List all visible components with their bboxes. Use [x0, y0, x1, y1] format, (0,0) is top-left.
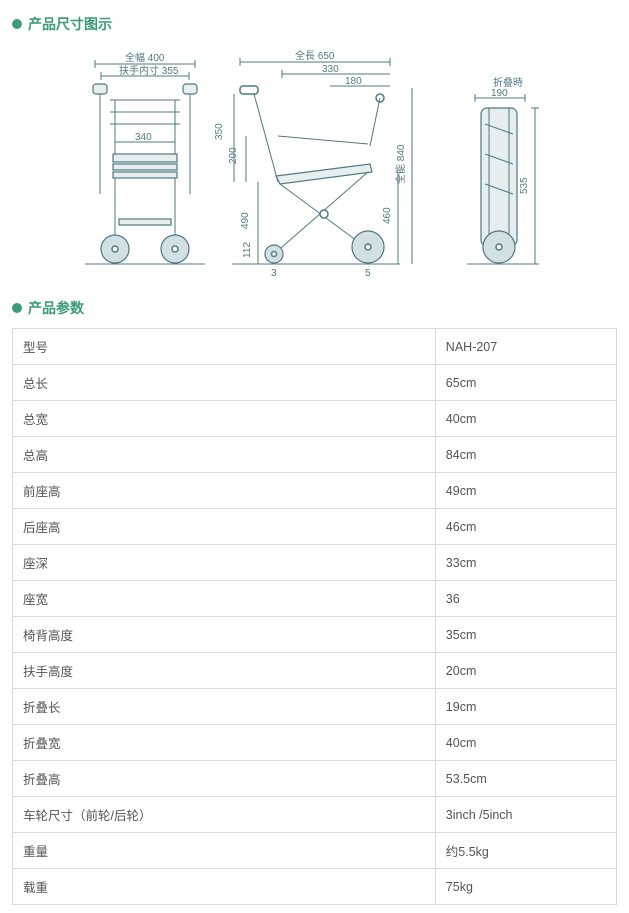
dim-full-length: 全長 650: [295, 49, 335, 62]
dim-460: 460: [382, 207, 393, 224]
spec-key: 总宽: [13, 401, 436, 437]
spec-value: 35cm: [435, 617, 616, 653]
dim-seat-width: 340: [135, 132, 152, 143]
dim-490: 490: [240, 212, 251, 229]
dim-180: 180: [345, 76, 362, 87]
spec-value: 46cm: [435, 509, 616, 545]
diagram-title: 产品尺寸图示: [28, 14, 112, 34]
table-row: 折叠长19cm: [13, 689, 617, 725]
dim-350: 350: [214, 123, 225, 140]
spec-value: 65cm: [435, 365, 616, 401]
spec-key: 总高: [13, 437, 436, 473]
dim-200: 200: [228, 147, 239, 164]
spec-value: 49cm: [435, 473, 616, 509]
dim-folded-h: 535: [519, 177, 530, 194]
spec-value: 40cm: [435, 401, 616, 437]
table-row: 折叠高53.5cm: [13, 761, 617, 797]
spec-value: 53.5cm: [435, 761, 616, 797]
dim-full-height: 全能 840: [394, 144, 407, 184]
dim-full-width: 全幅 400: [125, 51, 165, 64]
table-row: 折叠宽40cm: [13, 725, 617, 761]
spec-key: 后座高: [13, 509, 436, 545]
spec-key: 折叠长: [13, 689, 436, 725]
spec-key: 前座高: [13, 473, 436, 509]
table-row: 座宽36: [13, 581, 617, 617]
specs-section-header: 产品参数: [12, 298, 617, 318]
table-row: 总高84cm: [13, 437, 617, 473]
spec-value: 84cm: [435, 437, 616, 473]
dim-folded-w: 190: [491, 88, 508, 99]
spec-key: 扶手高度: [13, 653, 436, 689]
bullet-icon: [12, 303, 22, 313]
table-row: 总宽40cm: [13, 401, 617, 437]
table-row: 重量约5.5kg: [13, 833, 617, 869]
spec-value: 约5.5kg: [435, 833, 616, 869]
spec-key: 型号: [13, 329, 436, 365]
spec-value: NAH-207: [435, 329, 616, 365]
specs-title: 产品参数: [28, 298, 84, 318]
spec-value: 33cm: [435, 545, 616, 581]
diagram-section-header: 产品尺寸图示: [12, 14, 617, 34]
table-row: 载重75kg: [13, 869, 617, 905]
table-row: 后座高46cm: [13, 509, 617, 545]
spec-value: 19cm: [435, 689, 616, 725]
spec-key: 座深: [13, 545, 436, 581]
spec-key: 重量: [13, 833, 436, 869]
dim-seat-depth-top: 330: [322, 64, 339, 75]
wheel-rear: 5: [365, 268, 371, 279]
table-row: 型号NAH-207: [13, 329, 617, 365]
spec-key: 折叠宽: [13, 725, 436, 761]
spec-key: 载重: [13, 869, 436, 905]
spec-key: 车轮尺寸（前轮/后轮）: [13, 797, 436, 833]
spec-value: 3inch /5inch: [435, 797, 616, 833]
table-row: 椅背高度35cm: [13, 617, 617, 653]
table-row: 前座高49cm: [13, 473, 617, 509]
spec-table: 型号NAH-207 总长65cm总宽40cm总高84cm前座高49cm后座高46…: [12, 328, 617, 905]
bullet-icon: [12, 19, 22, 29]
table-row: 总长65cm: [13, 365, 617, 401]
spec-value: 40cm: [435, 725, 616, 761]
spec-key: 座宽: [13, 581, 436, 617]
table-row: 座深33cm: [13, 545, 617, 581]
spec-key: 折叠高: [13, 761, 436, 797]
table-row: 扶手高度20cm: [13, 653, 617, 689]
spec-value: 75kg: [435, 869, 616, 905]
dimension-diagram: 全幅 400 扶手内寸 355 340: [12, 44, 617, 284]
table-row: 车轮尺寸（前轮/后轮）3inch /5inch: [13, 797, 617, 833]
spec-value: 20cm: [435, 653, 616, 689]
spec-key: 椅背高度: [13, 617, 436, 653]
spec-key: 总长: [13, 365, 436, 401]
wheel-front: 3: [271, 268, 277, 279]
dim-armrest-width: 扶手内寸 355: [119, 64, 179, 77]
dim-112: 112: [242, 242, 253, 258]
spec-value: 36: [435, 581, 616, 617]
